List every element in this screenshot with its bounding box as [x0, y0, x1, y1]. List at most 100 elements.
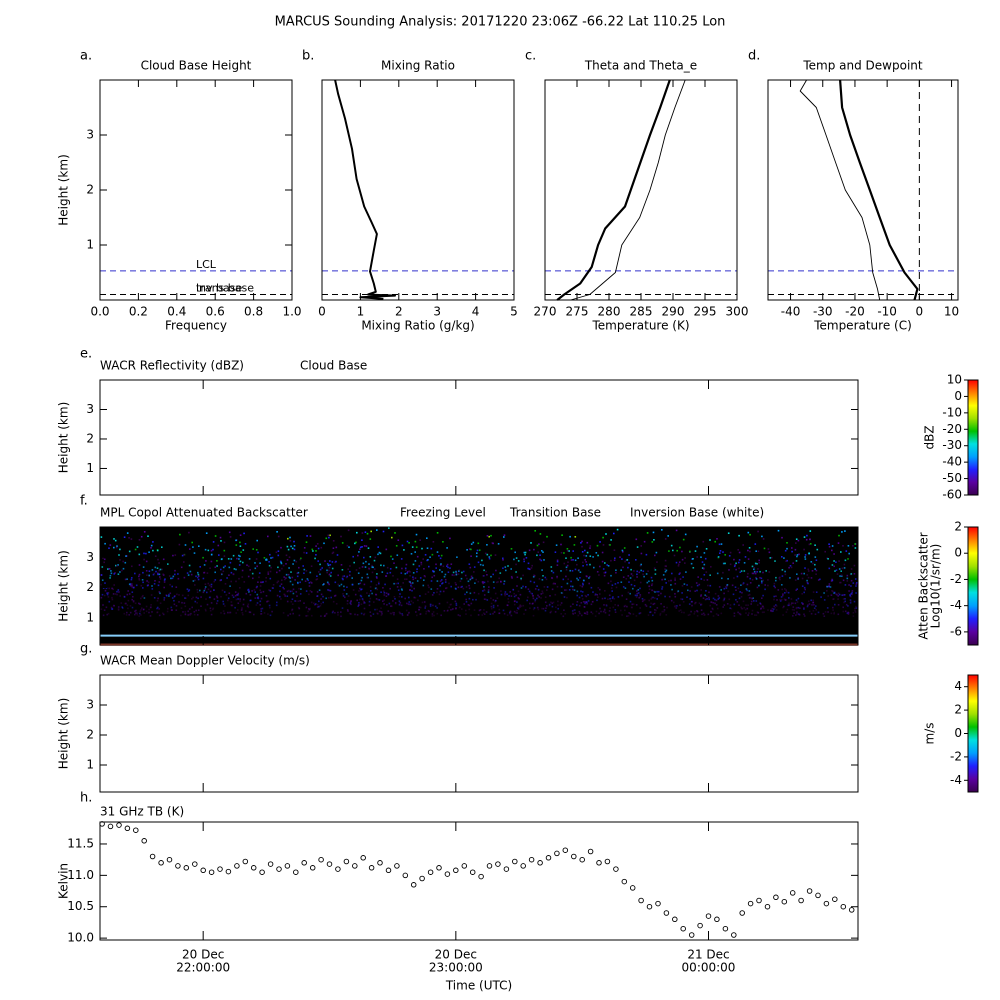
backscatter-pixel — [773, 598, 775, 601]
backscatter-pixel — [511, 577, 513, 579]
backscatter-pixel — [803, 586, 806, 589]
backscatter-pixel — [223, 555, 226, 557]
backscatter-pixel — [582, 601, 585, 603]
backscatter-pixel — [554, 611, 557, 613]
backscatter-pixel — [716, 538, 718, 540]
backscatter-pixel — [576, 601, 579, 603]
backscatter-pixel — [126, 604, 129, 606]
backscatter-pixel — [848, 584, 850, 586]
backscatter-pixel — [317, 560, 319, 562]
backscatter-pixel — [369, 538, 372, 540]
backscatter-pixel — [613, 549, 616, 551]
backscatter-pixel — [383, 603, 385, 605]
backscatter-pixel — [610, 574, 612, 577]
backscatter-pixel — [403, 549, 405, 551]
backscatter-pixel — [238, 564, 241, 566]
backscatter-pixel — [611, 590, 613, 592]
backscatter-pixel — [180, 607, 183, 609]
colorbar-tick-label: -2 — [950, 572, 962, 586]
y-axis-label: Height (km) — [57, 698, 71, 769]
backscatter-pixel — [235, 580, 237, 583]
backscatter-pixel — [621, 549, 624, 552]
backscatter-pixel — [232, 596, 235, 598]
backscatter-pixel — [538, 596, 540, 598]
backscatter-pixel — [738, 559, 741, 561]
backscatter-pixel — [557, 607, 559, 610]
backscatter-pixel — [493, 587, 495, 589]
backscatter-pixel — [229, 585, 231, 587]
data-point — [587, 848, 594, 855]
backscatter-pixel — [745, 588, 748, 590]
backscatter-pixel — [514, 612, 517, 614]
backscatter-pixel — [674, 577, 676, 579]
backscatter-pixel — [267, 573, 270, 575]
backscatter-pixel — [756, 571, 758, 573]
backscatter-pixel — [705, 595, 708, 597]
backscatter-pixel — [695, 582, 698, 584]
backscatter-pixel — [117, 606, 120, 608]
backscatter-pixel — [188, 613, 191, 616]
backscatter-pixel — [148, 574, 150, 577]
backscatter-pixel — [315, 603, 317, 605]
backscatter-pixel — [424, 575, 426, 578]
backscatter-pixel — [737, 611, 739, 614]
backscatter-pixel — [773, 608, 775, 610]
backscatter-pixel — [503, 612, 506, 615]
backscatter-pixel — [453, 574, 455, 577]
backscatter-pixel — [749, 550, 751, 553]
backscatter-pixel — [739, 591, 741, 593]
backscatter-pixel — [533, 581, 536, 584]
backscatter-pixel — [269, 553, 271, 556]
backscatter-pixel — [175, 586, 178, 588]
backscatter-pixel — [292, 588, 295, 591]
backscatter-pixel — [259, 604, 261, 606]
backscatter-pixel — [104, 582, 106, 584]
backscatter-pixel — [598, 612, 600, 615]
data-point — [512, 858, 518, 865]
backscatter-pixel — [753, 567, 756, 569]
backscatter-pixel — [545, 578, 548, 581]
backscatter-pixel — [502, 559, 504, 561]
backscatter-pixel — [210, 549, 213, 552]
backscatter-pixel — [304, 580, 307, 582]
backscatter-pixel — [748, 593, 751, 596]
profile-line — [799, 79, 881, 301]
backscatter-pixel — [583, 612, 586, 614]
backscatter-pixel — [310, 582, 313, 584]
backscatter-pixel — [814, 613, 817, 615]
backscatter-pixel — [645, 573, 648, 575]
backscatter-pixel — [762, 605, 764, 608]
x-tick-label: 00:00:00 — [682, 961, 736, 975]
backscatter-pixel — [205, 532, 208, 534]
backscatter-pixel — [688, 603, 691, 605]
backscatter-pixel — [286, 559, 289, 561]
data-point — [394, 863, 400, 869]
backscatter-pixel — [582, 561, 584, 564]
data-point — [368, 865, 375, 871]
backscatter-pixel — [490, 607, 493, 610]
backscatter-pixel — [220, 579, 222, 581]
backscatter-pixel — [317, 547, 320, 550]
backscatter-pixel — [850, 593, 852, 595]
backscatter-pixel — [751, 609, 754, 612]
backscatter-pixel — [482, 612, 485, 614]
backscatter-pixel — [351, 584, 354, 586]
backscatter-pixel — [530, 567, 533, 569]
backscatter-pixel — [332, 547, 335, 549]
backscatter-pixel — [196, 614, 199, 616]
backscatter-pixel — [306, 535, 308, 537]
backscatter-pixel — [158, 591, 161, 593]
profile-line — [570, 79, 686, 301]
backscatter-pixel — [398, 603, 401, 606]
backscatter-pixel — [350, 600, 352, 603]
backscatter-pixel — [507, 598, 509, 600]
data-point — [731, 932, 737, 938]
backscatter-pixel — [408, 601, 410, 603]
backscatter-pixel — [674, 593, 676, 595]
backscatter-pixel — [823, 599, 826, 601]
backscatter-pixel — [628, 612, 630, 614]
backscatter-pixel — [381, 613, 383, 615]
backscatter-pixel — [385, 592, 388, 594]
backscatter-pixel — [440, 614, 442, 617]
backscatter-pixel — [131, 565, 133, 568]
